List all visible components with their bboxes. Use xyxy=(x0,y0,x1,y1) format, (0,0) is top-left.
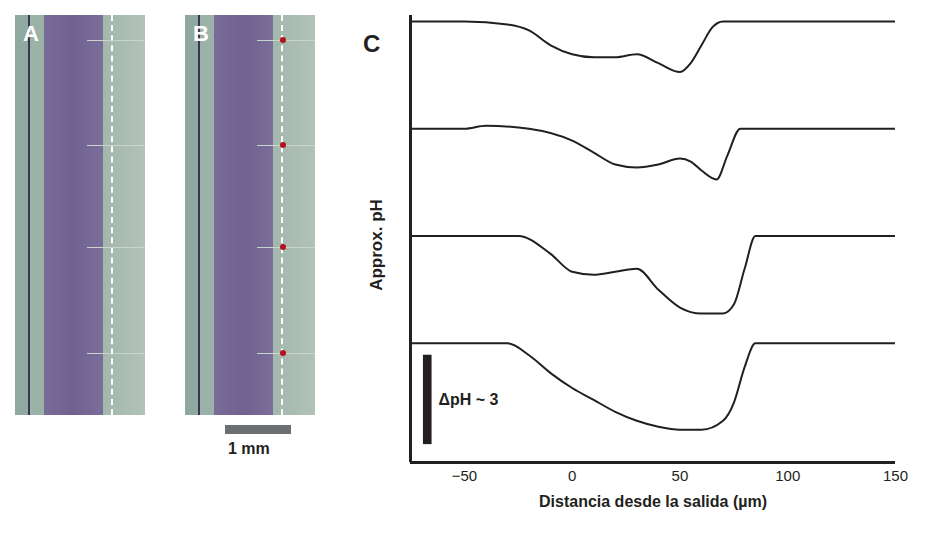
html-text:C: C xyxy=(363,30,381,57)
html-text:B: B xyxy=(193,21,209,46)
html-text:1 mm: 1 mm xyxy=(228,440,270,457)
svg-text:0: 0 xyxy=(568,467,576,484)
svg-text:150: 150 xyxy=(883,467,908,484)
svg-text:−50: −50 xyxy=(452,467,477,484)
svg-text:Distancia desde la salida (µm): Distancia desde la salida (µm) xyxy=(539,493,767,510)
html-text:Approx. pH: Approx. pH xyxy=(367,199,386,291)
svg-text:100: 100 xyxy=(775,467,800,484)
svg-text:50: 50 xyxy=(672,467,689,484)
svg-text:ΔpH ~ 3: ΔpH ~ 3 xyxy=(439,391,499,408)
html-text:A: A xyxy=(23,21,39,46)
